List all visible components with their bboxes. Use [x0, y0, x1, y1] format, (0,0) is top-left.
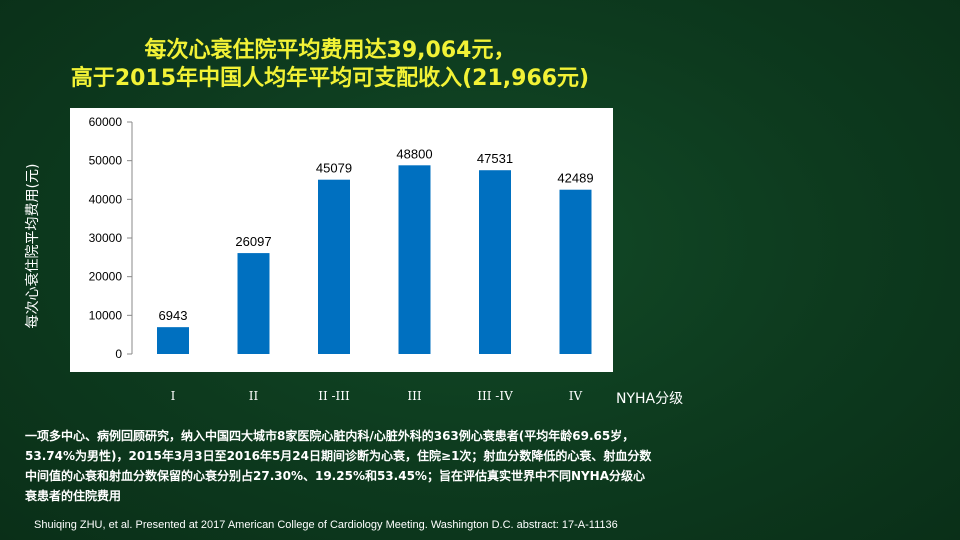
- y-tick-label: 10000: [89, 308, 123, 322]
- y-tick-label: 20000: [89, 270, 123, 284]
- y-tick-label: 0: [115, 347, 122, 361]
- y-axis-label: 每次心衰住院平均费用(元): [25, 163, 41, 329]
- slide-title-line1: 每次心衰住院平均费用达39,064元，: [144, 38, 516, 63]
- x-tick-label: II -III: [318, 389, 350, 403]
- bar: [237, 253, 270, 354]
- citation: Shuiqing ZHU, et al. Presented at 2017 A…: [34, 519, 618, 531]
- data-label: 45079: [316, 161, 352, 176]
- bar: [157, 327, 189, 354]
- y-tick-label: 60000: [89, 115, 123, 129]
- data-label: 48800: [396, 146, 432, 161]
- x-axis-label: NYHA分级: [616, 391, 684, 407]
- data-label: 26097: [235, 234, 271, 249]
- bar: [559, 189, 592, 354]
- y-tick-label: 30000: [89, 231, 123, 245]
- bar: [479, 170, 511, 354]
- slide-title-line2: 高于2015年中国人均年平均可支配收入(21,966元): [70, 66, 590, 91]
- chart-plot-area: 0 10000 20000 30000 40000 50000 60000 6943 26097…: [70, 108, 613, 372]
- y-tick-label: 40000: [89, 192, 123, 206]
- x-tick-label: III: [407, 389, 421, 403]
- x-tick-label: I: [171, 389, 176, 403]
- y-tick-label: 50000: [89, 154, 123, 168]
- study-description: 一项多中心、病例回顾研究，纳入中国四大城市8家医院心脏内科/心脏外科的363例心…: [25, 429, 652, 503]
- data-label: 42489: [557, 171, 593, 186]
- x-tick-label: II: [249, 389, 259, 403]
- data-label: 47531: [477, 151, 513, 166]
- bar: [398, 165, 431, 354]
- bar-chart: 0 10000 20000 30000 40000 50000 60000 6943 26097…: [89, 115, 594, 361]
- data-label: 6943: [159, 308, 188, 323]
- x-tick-label: III -IV: [477, 389, 513, 403]
- bar: [318, 179, 350, 354]
- x-tick-label: IV: [569, 389, 583, 403]
